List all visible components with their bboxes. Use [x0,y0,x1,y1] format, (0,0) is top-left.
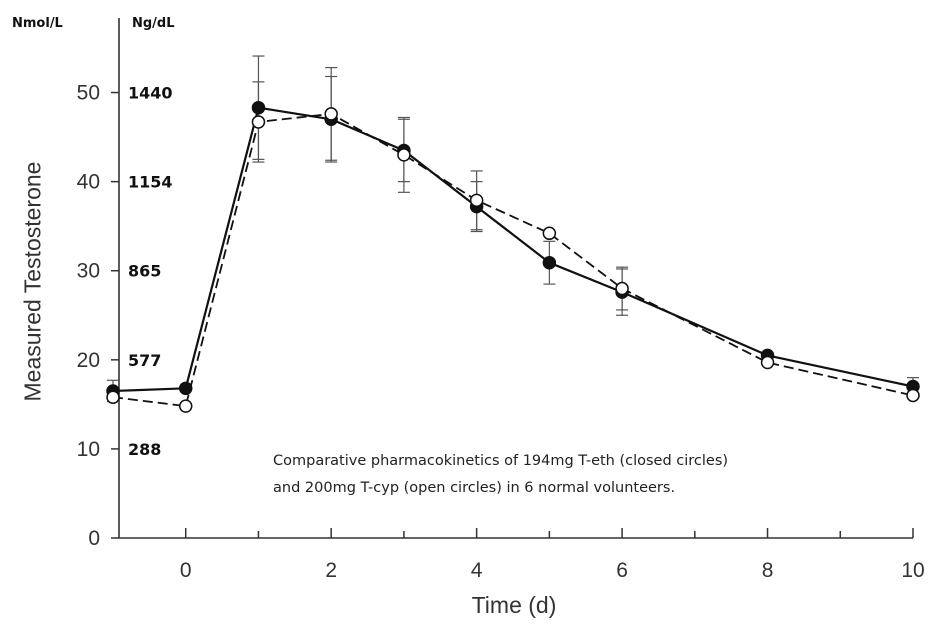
x-tick-label: 6 [616,559,628,582]
open-circle-point [542,226,557,241]
open-circle-point [178,399,193,413]
ngdl-tick-label: 1154 [128,173,173,192]
annotation-line-1: Comparative pharmacokinetics of 194mg T-… [273,453,729,469]
y-tick-label: 40 [77,171,100,194]
ngdl-tick-label: 865 [128,262,161,281]
closed-circle-series-line [112,106,914,393]
closed-circle-point [251,100,266,115]
open-circle-series-line [112,113,914,408]
y-tick-label: 10 [77,438,100,461]
annotation-line-2: and 200mg T-cyp (open circles) in 6 norm… [273,480,676,496]
y-axis-unit-ngdl: Ng/dL [132,16,175,31]
open-circle-point [615,281,629,296]
x-tick-label: 4 [471,559,483,582]
closed-circle-point [178,381,193,396]
series-lines [112,106,914,408]
axes: 0 10 20 30 40 50 288 577 865 1154 1440 0 2 4 6 8 10 [77,18,925,582]
open-circle-point [397,148,411,162]
y-tick-label: 0 [88,527,100,550]
open-circle-point [251,115,266,129]
y-axis-label: Measured Testosterone [19,161,46,402]
error-bars [107,55,919,403]
x-tick-label: 8 [762,559,774,582]
ngdl-tick-label: 577 [128,351,161,370]
open-circle-point [760,355,775,370]
x-tick-label: 10 [901,559,924,582]
y-axis-unit-nmol: Nmol/L [12,16,63,31]
open-circle-point [324,107,338,121]
open-circle-point [106,390,120,404]
open-circle-point [469,193,484,208]
x-tick-label: 2 [325,559,337,582]
data-points [106,100,920,413]
x-axis-label: Time (d) [471,592,557,618]
y-tick-label: 50 [77,82,100,105]
ngdl-tick-label: 288 [128,440,161,459]
y-tick-label: 30 [77,260,100,283]
closed-circle-point [542,255,557,270]
open-circle-point [906,388,920,403]
ngdl-tick-label: 1440 [128,84,173,103]
y-tick-label: 20 [77,349,100,372]
x-tick-label: 0 [180,559,192,582]
